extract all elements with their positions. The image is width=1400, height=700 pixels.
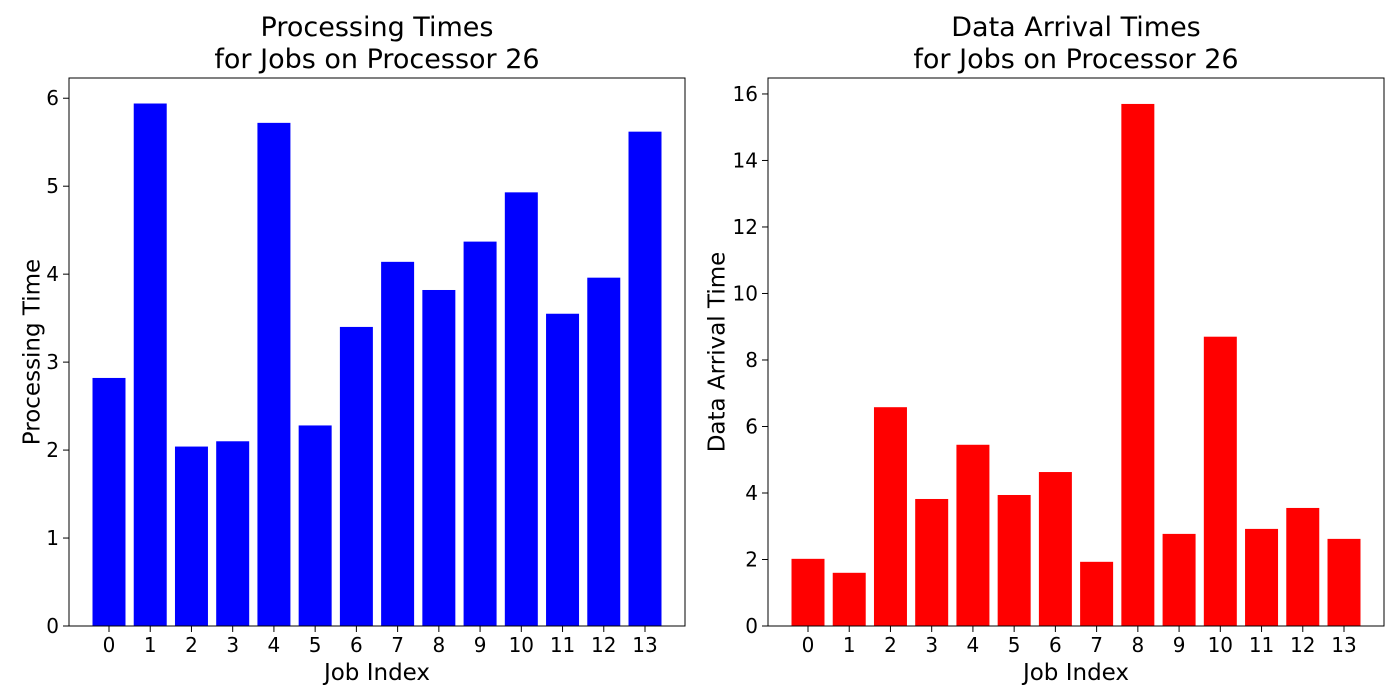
data-arrival-times-ytick-label-12: 12: [733, 215, 758, 239]
processing-times-bar-0: [92, 377, 126, 626]
data-arrival-times-xtick-label-12: 12: [1290, 633, 1315, 657]
data-arrival-times-ytick-label-10: 10: [733, 281, 758, 305]
processing-times-bar-1: [133, 103, 167, 626]
data-arrival-times-bar-12: [1286, 507, 1320, 626]
data-arrival-times-bar-0: [791, 558, 825, 626]
data-arrival-times-xtick-label-7: 7: [1090, 633, 1103, 657]
processing-times-title-line-1: Processing Times: [261, 12, 494, 43]
processing-times-xtick-label-5: 5: [309, 633, 322, 657]
data-arrival-times-ytick-label-14: 14: [733, 148, 758, 172]
processing-times-xtick-label-6: 6: [350, 633, 363, 657]
data-arrival-times-ytick-label-2: 2: [745, 547, 758, 571]
processing-times-xtick-label-10: 10: [509, 633, 534, 657]
processing-times-bar-13: [628, 131, 662, 626]
data-arrival-times-xtick-label-13: 13: [1331, 633, 1356, 657]
processing-times-bar-11: [546, 313, 580, 626]
data-arrival-times-xtick-label-2: 2: [884, 633, 897, 657]
processing-times-ytick-label-2: 2: [46, 438, 59, 462]
data-arrival-times-title-line-1: Data Arrival Times: [951, 12, 1201, 43]
data-arrival-times-bar-13: [1327, 538, 1361, 626]
data-arrival-times-xlabel: Job Index: [1021, 660, 1129, 686]
data-arrival-times-xtick-label-8: 8: [1131, 633, 1144, 657]
processing-times-xtick-label-11: 11: [550, 633, 575, 657]
data-arrival-times-ytick-label-0: 0: [745, 614, 758, 638]
data-arrival-times-xtick-label-5: 5: [1008, 633, 1021, 657]
data-arrival-times-bar-4: [956, 444, 990, 626]
data-arrival-times-axes-frame: [767, 77, 1385, 627]
processing-times-bar-8: [422, 289, 456, 626]
processing-times-xtick-label-2: 2: [185, 633, 198, 657]
data-arrival-times-xtick-label-4: 4: [967, 633, 980, 657]
processing-times-ytick-label-1: 1: [46, 526, 59, 550]
processing-times-xtick-label-0: 0: [103, 633, 116, 657]
data-arrival-times-ytick-label-16: 16: [733, 82, 758, 106]
data-arrival-times-xtick-label-10: 10: [1208, 633, 1233, 657]
data-arrival-times-bar-6: [1038, 472, 1072, 626]
processing-times-xtick-label-4: 4: [268, 633, 281, 657]
processing-times-xtick-label-8: 8: [432, 633, 445, 657]
processing-times-bar-6: [339, 326, 373, 626]
processing-times-xtick-label-7: 7: [391, 633, 404, 657]
processing-times-bar-5: [298, 425, 332, 626]
processing-times-ytick-label-4: 4: [46, 262, 59, 286]
processing-times-ytick-label-6: 6: [46, 86, 59, 110]
processing-times-bar-7: [381, 261, 415, 626]
data-arrival-times-bar-8: [1121, 103, 1155, 626]
data-arrival-times-ytick-label-8: 8: [745, 348, 758, 372]
data-arrival-times-ytick-label-4: 4: [745, 481, 758, 505]
data-arrival-times-xtick-label-6: 6: [1049, 633, 1062, 657]
data-arrival-times-ylabel: Data Arrival Time: [705, 252, 731, 453]
processing-times-bar-4: [257, 122, 291, 627]
data-arrival-times-bar-5: [997, 494, 1031, 626]
data-arrival-times-bar-9: [1162, 533, 1196, 626]
processing-times-bar-12: [587, 277, 621, 626]
data-arrival-times-xtick-label-3: 3: [925, 633, 938, 657]
data-arrival-times-bar-1: [832, 572, 866, 626]
data-arrival-times-bar-3: [915, 498, 949, 626]
processing-times-xtick-label-3: 3: [226, 633, 239, 657]
data-arrival-times-title-line-2: for Jobs on Processor 26: [913, 44, 1238, 75]
processing-times-ytick-label-0: 0: [46, 614, 59, 638]
data-arrival-times-xtick-label-1: 1: [843, 633, 856, 657]
data-arrival-times-xtick-label-0: 0: [802, 633, 815, 657]
processing-times-bar-2: [174, 446, 208, 626]
processing-times-bar-3: [216, 441, 250, 626]
processing-times-xtick-label-13: 13: [632, 633, 657, 657]
data-arrival-times-bar-10: [1203, 336, 1237, 626]
processing-times-axes-frame: [68, 77, 686, 627]
processing-times-xtick-label-1: 1: [144, 633, 157, 657]
processing-times-ytick-label-5: 5: [46, 174, 59, 198]
data-arrival-times-xtick-label-11: 11: [1249, 633, 1274, 657]
data-arrival-times-bar-7: [1080, 561, 1114, 626]
data-arrival-times-bar-2: [873, 407, 907, 626]
processing-times-xtick-label-9: 9: [474, 633, 487, 657]
processing-times-xtick-label-12: 12: [591, 633, 616, 657]
processing-times-bar-9: [463, 241, 497, 627]
processing-times-title-line-2: for Jobs on Processor 26: [214, 44, 539, 75]
processing-times-ylabel: Processing Time: [20, 259, 46, 445]
processing-times-bar-10: [504, 192, 538, 626]
data-arrival-times-bar-11: [1245, 528, 1279, 626]
data-arrival-times-xtick-label-9: 9: [1173, 633, 1186, 657]
data-arrival-times-ytick-label-6: 6: [745, 414, 758, 438]
processing-times-ytick-label-3: 3: [46, 350, 59, 374]
processing-times-xlabel: Job Index: [322, 660, 430, 686]
